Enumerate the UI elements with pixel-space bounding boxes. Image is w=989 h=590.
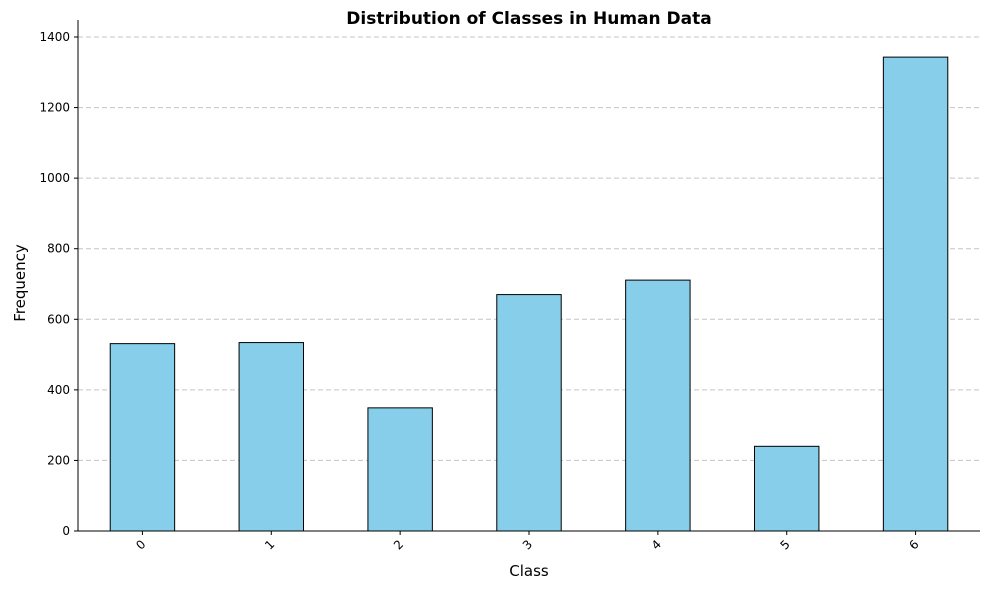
y-tick-label: 0 xyxy=(62,524,70,538)
x-tick-label: 3 xyxy=(520,537,535,552)
x-ticks: 0 1 2 3 4 5 6 xyxy=(133,531,922,553)
x-tick-label: 1 xyxy=(262,537,277,552)
y-tick-label: 1200 xyxy=(39,101,70,115)
x-tick-label: 6 xyxy=(906,537,921,552)
chart-title: Distribution of Classes in Human Data xyxy=(346,9,711,29)
y-tick-label: 1400 xyxy=(39,30,70,44)
x-tick-label: 5 xyxy=(778,537,793,552)
x-axis-label: Class xyxy=(509,562,549,580)
bar-class-1 xyxy=(238,342,304,532)
bar-class-4 xyxy=(625,279,691,532)
x-tick-label: 0 xyxy=(133,537,148,552)
bar-class-6 xyxy=(882,56,949,532)
y-tick-label: 600 xyxy=(47,312,70,326)
y-tick-label: 200 xyxy=(47,453,70,467)
bar-class-0 xyxy=(109,343,176,532)
bars xyxy=(109,56,949,532)
bar-class-2 xyxy=(367,407,433,532)
bar-class-5 xyxy=(754,445,820,532)
y-ticks: 0 200 400 600 800 1000 1200 1400 xyxy=(39,30,78,538)
bar-class-3 xyxy=(496,294,562,532)
x-tick-label: 4 xyxy=(649,537,664,552)
y-tick-label: 800 xyxy=(47,242,70,256)
y-tick-label: 1000 xyxy=(39,171,70,185)
y-axis-label: Frequency xyxy=(11,244,29,322)
y-tick-label: 400 xyxy=(47,383,70,397)
x-tick-label: 2 xyxy=(391,537,406,552)
